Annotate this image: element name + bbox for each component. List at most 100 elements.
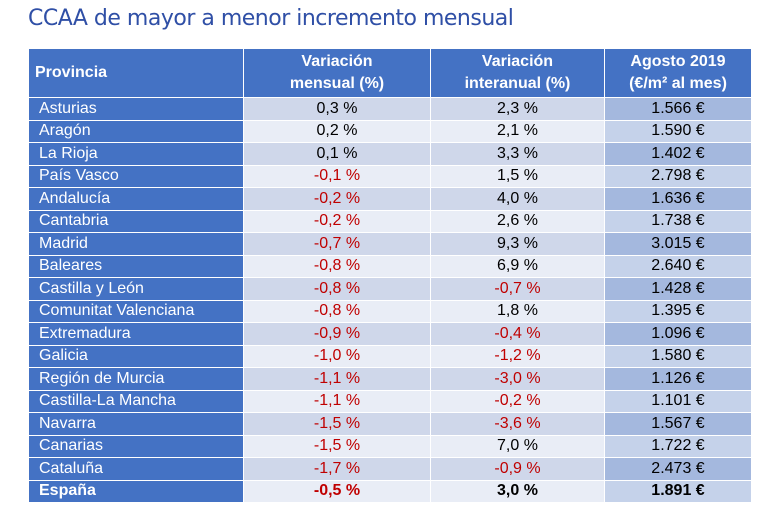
cell-variacion-interanual: -0,2 % <box>430 389 605 413</box>
cell-variacion-interanual: 9,3 % <box>430 232 605 256</box>
cell-variacion-interanual: 1,5 % <box>430 164 605 188</box>
cell-provincia: Madrid <box>28 232 244 256</box>
cell-variacion-mensual: -0,8 % <box>243 254 431 278</box>
cell-precio: 1.580 € <box>604 344 752 368</box>
cell-precio: 1.101 € <box>604 389 752 413</box>
cell-precio: 1.722 € <box>604 434 752 458</box>
header-precio: Agosto 2019 (€/m² al mes) <box>604 48 752 98</box>
table-row: Región de Murcia -1,1 % -3,0 % 1.126 € <box>28 367 752 391</box>
cell-provincia: Aragón <box>28 119 244 143</box>
cell-variacion-mensual: -0,8 % <box>243 277 431 301</box>
cell-variacion-mensual: -0,1 % <box>243 164 431 188</box>
cell-variacion-mensual: -1,5 % <box>243 412 431 436</box>
table-row: Andalucía -0,2 % 4,0 % 1.636 € <box>28 187 752 211</box>
header-variacion-interanual: Variación interanual (%) <box>430 48 605 98</box>
table-row: Canarias -1,5 % 7,0 % 1.722 € <box>28 434 752 458</box>
table-row: Cantabria -0,2 % 2,6 % 1.738 € <box>28 209 752 233</box>
cell-precio: 1.636 € <box>604 187 752 211</box>
cell-variacion-mensual: -1,0 % <box>243 344 431 368</box>
cell-provincia: Navarra <box>28 412 244 436</box>
header-interanual-line2: interanual (%) <box>464 75 571 92</box>
cell-provincia: Cantabria <box>28 209 244 233</box>
table-row: País Vasco -0,1 % 1,5 % 2.798 € <box>28 164 752 188</box>
cell-variacion-interanual: -1,2 % <box>430 344 605 368</box>
cell-variacion-interanual: 2,3 % <box>430 97 605 121</box>
table-row: Comunitat Valenciana -0,8 % 1,8 % 1.395 € <box>28 299 752 323</box>
cell-variacion-mensual: -0,9 % <box>243 322 431 346</box>
cell-precio: 1.428 € <box>604 277 752 301</box>
cell-variacion-mensual: -1,7 % <box>243 457 431 481</box>
cell-variacion-interanual: 2,1 % <box>430 119 605 143</box>
cell-precio: 2.798 € <box>604 164 752 188</box>
cell-precio: 1.590 € <box>604 119 752 143</box>
header-interanual-line1: Variación <box>481 53 554 70</box>
cell-provincia: Comunitat Valenciana <box>28 299 244 323</box>
header-provincia: Provincia <box>28 48 244 98</box>
cell-provincia: Región de Murcia <box>28 367 244 391</box>
cell-variacion-mensual: 0,1 % <box>243 142 431 166</box>
cell-variacion-mensual: -1,1 % <box>243 389 431 413</box>
table-header-row: Provincia Variación mensual (%) Variació… <box>28 48 752 98</box>
table-row: La Rioja 0,1 % 3,3 % 1.402 € <box>28 142 752 166</box>
cell-precio: 1.567 € <box>604 412 752 436</box>
table-row: Castilla-La Mancha -1,1 % -0,2 % 1.101 € <box>28 389 752 413</box>
cell-provincia: Castilla y León <box>28 277 244 301</box>
table-row: Aragón 0,2 % 2,1 % 1.590 € <box>28 119 752 143</box>
cell-precio: 1.738 € <box>604 209 752 233</box>
ccaa-rent-table: Provincia Variación mensual (%) Variació… <box>28 48 752 503</box>
cell-variacion-interanual: 7,0 % <box>430 434 605 458</box>
cell-provincia: Andalucía <box>28 187 244 211</box>
header-mensual-line1: Variación <box>301 53 373 70</box>
table-row-total: España -0,5 % 3,0 % 1.891 € <box>28 479 752 503</box>
table-row: Madrid -0,7 % 9,3 % 3.015 € <box>28 232 752 256</box>
cell-variacion-interanual: 3,0 % <box>430 479 605 503</box>
cell-variacion-interanual: 3,3 % <box>430 142 605 166</box>
cell-variacion-interanual: -0,7 % <box>430 277 605 301</box>
cell-variacion-interanual: 6,9 % <box>430 254 605 278</box>
cell-variacion-interanual: -3,0 % <box>430 367 605 391</box>
table-row: Extremadura -0,9 % -0,4 % 1.096 € <box>28 322 752 346</box>
cell-variacion-mensual: -0,8 % <box>243 299 431 323</box>
header-precio-line1: Agosto 2019 <box>630 53 726 70</box>
cell-precio: 1.126 € <box>604 367 752 391</box>
cell-variacion-interanual: 1,8 % <box>430 299 605 323</box>
cell-provincia: La Rioja <box>28 142 244 166</box>
cell-variacion-interanual: 2,6 % <box>430 209 605 233</box>
cell-variacion-mensual: -0,2 % <box>243 209 431 233</box>
cell-provincia: Extremadura <box>28 322 244 346</box>
table-row: Baleares -0,8 % 6,9 % 2.640 € <box>28 254 752 278</box>
table-row: Navarra -1,5 % -3,6 % 1.567 € <box>28 412 752 436</box>
cell-provincia: Castilla-La Mancha <box>28 389 244 413</box>
cell-provincia: España <box>28 479 244 503</box>
page-title: CCAA de mayor a menor incremento mensual <box>28 6 514 31</box>
table-row: Galicia -1,0 % -1,2 % 1.580 € <box>28 344 752 368</box>
cell-variacion-interanual: -3,6 % <box>430 412 605 436</box>
cell-precio: 2.640 € <box>604 254 752 278</box>
table-row: Asturias 0,3 % 2,3 % 1.566 € <box>28 97 752 121</box>
cell-precio: 1.566 € <box>604 97 752 121</box>
cell-variacion-mensual: 0,3 % <box>243 97 431 121</box>
cell-variacion-mensual: -1,5 % <box>243 434 431 458</box>
cell-variacion-mensual: -0,5 % <box>243 479 431 503</box>
cell-provincia: Baleares <box>28 254 244 278</box>
header-precio-line2: (€/m² al mes) <box>629 75 727 92</box>
cell-provincia: País Vasco <box>28 164 244 188</box>
cell-provincia: Cataluña <box>28 457 244 481</box>
cell-precio: 1.891 € <box>604 479 752 503</box>
cell-provincia: Asturias <box>28 97 244 121</box>
cell-variacion-mensual: 0,2 % <box>243 119 431 143</box>
header-mensual-line2: mensual (%) <box>289 75 385 92</box>
cell-precio: 1.395 € <box>604 299 752 323</box>
cell-variacion-interanual: -0,9 % <box>430 457 605 481</box>
cell-provincia: Canarias <box>28 434 244 458</box>
cell-precio: 2.473 € <box>604 457 752 481</box>
cell-variacion-mensual: -0,7 % <box>243 232 431 256</box>
table-row: Cataluña -1,7 % -0,9 % 2.473 € <box>28 457 752 481</box>
table-body: Asturias 0,3 % 2,3 % 1.566 € Aragón 0,2 % 2,1 … <box>28 97 752 503</box>
cell-precio: 1.402 € <box>604 142 752 166</box>
cell-provincia: Galicia <box>28 344 244 368</box>
table-row: Castilla y León -0,8 % -0,7 % 1.428 € <box>28 277 752 301</box>
header-variacion-mensual: Variación mensual (%) <box>243 48 431 98</box>
cell-variacion-interanual: -0,4 % <box>430 322 605 346</box>
cell-precio: 1.096 € <box>604 322 752 346</box>
